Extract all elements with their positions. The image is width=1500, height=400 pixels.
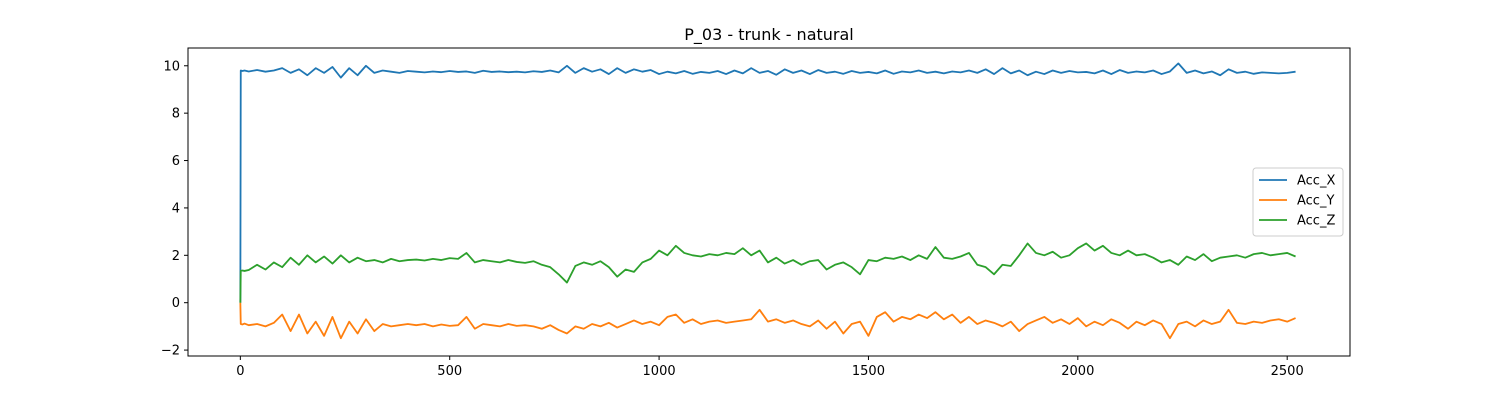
y-tick-label: 6: [172, 154, 180, 169]
x-tick-label: 2000: [1061, 364, 1094, 379]
y-tick-label: 0: [172, 296, 180, 311]
x-tick-label: 0: [236, 364, 244, 379]
y-tick-label: 10: [163, 59, 180, 74]
legend-label: Acc_Z: [1297, 214, 1335, 229]
y-tick-label: −2: [161, 344, 180, 359]
y-axis: −2 0 2 4 6 8 10: [161, 59, 188, 359]
legend-box: [1252, 167, 1344, 237]
series-line-acc-x: [239, 62, 1296, 303]
legend-label: Acc_Y: [1297, 194, 1334, 209]
y-tick-label: 8: [172, 107, 180, 122]
x-axis: 0 500 1000 1500 2000 2500: [236, 356, 1304, 379]
chart-title: P_03 - trunk - natural: [684, 25, 853, 45]
series-line-acc-y: [239, 302, 1296, 340]
x-tick-label: 1500: [852, 364, 885, 379]
x-tick-label: 500: [437, 364, 462, 379]
y-tick-label: 2: [172, 249, 180, 264]
series-layer: [239, 62, 1296, 340]
plot-frame: [187, 47, 1351, 357]
legend-label: Acc_X: [1297, 174, 1335, 189]
y-tick-label: 4: [172, 201, 180, 216]
legend: Acc_X Acc_Y Acc_Z: [1252, 167, 1344, 237]
x-tick-label: 2500: [1271, 364, 1304, 379]
x-tick-label: 1000: [643, 364, 676, 379]
series-line-acc-z: [239, 242, 1296, 303]
